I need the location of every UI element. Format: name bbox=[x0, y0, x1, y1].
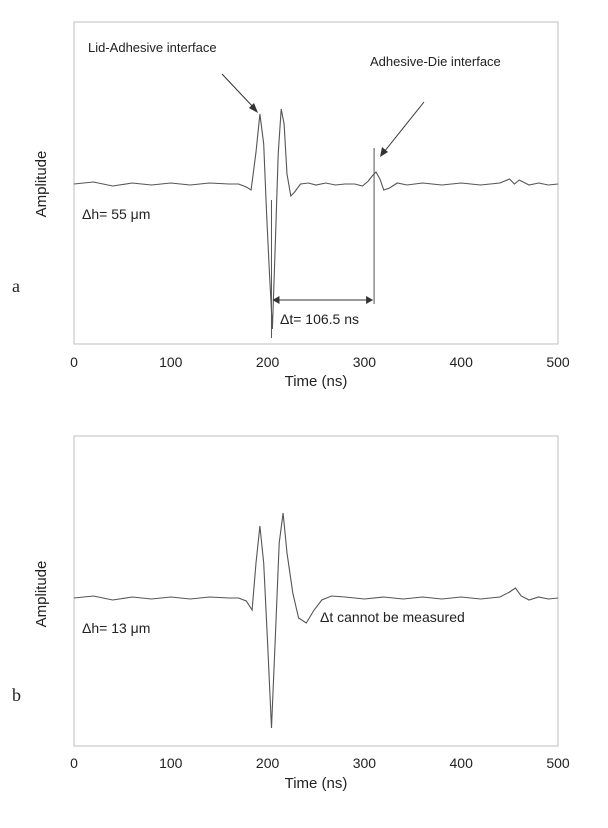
x-tick-label-a: 100 bbox=[159, 354, 183, 370]
x-tick-label-a: 200 bbox=[256, 354, 280, 370]
arrowhead-lid-adhesive bbox=[249, 103, 258, 113]
waveform-line-a bbox=[73, 108, 559, 330]
panel-label-a: a bbox=[12, 276, 20, 296]
interval-arrowhead-right bbox=[366, 296, 374, 304]
arrow-adhesive-die bbox=[383, 101, 425, 153]
x-tick-label-b: 300 bbox=[353, 755, 377, 771]
interval-arrowhead-left bbox=[272, 296, 280, 304]
x-tick-label-a: 500 bbox=[546, 354, 570, 370]
arrowhead-adhesive-die bbox=[380, 147, 388, 157]
plot-frame-a bbox=[73, 21, 559, 345]
panel-b: Amplitude Time (ns) b 0 100 200 300 400 … bbox=[12, 435, 570, 792]
x-ticks-a: 0 100 200 300 400 500 bbox=[70, 354, 570, 370]
annotation-delta-h-b: Δh= 13 μm bbox=[82, 620, 150, 636]
x-tick-label-b: 500 bbox=[546, 755, 570, 771]
x-tick-label-a: 0 bbox=[70, 354, 78, 370]
x-tick-label-a: 400 bbox=[450, 354, 474, 370]
x-tick-label-b: 0 bbox=[70, 755, 78, 771]
y-axis-label-a: Amplitude bbox=[33, 151, 50, 218]
x-tick-label-b: 100 bbox=[159, 755, 183, 771]
x-tick-label-b: 400 bbox=[450, 755, 474, 771]
x-tick-label-a: 300 bbox=[353, 354, 377, 370]
annotation-delta-t-a: Δt= 106.5 ns bbox=[280, 311, 359, 327]
arrow-lid-adhesive bbox=[221, 73, 256, 110]
x-tick-label-b: 200 bbox=[256, 755, 280, 771]
x-axis-label-a: Time (ns) bbox=[285, 373, 348, 390]
annotation-adhesive-die: Adhesive-Die interface bbox=[370, 54, 501, 69]
annotation-delta-h-a: Δh= 55 μm bbox=[82, 206, 150, 222]
panel-a: Amplitude Time (ns) a 0 100 200 300 400 … bbox=[12, 21, 570, 390]
waveform-line-b bbox=[73, 512, 559, 729]
x-axis-label-b: Time (ns) bbox=[285, 775, 348, 792]
annotation-delta-t-b: Δt cannot be measured bbox=[320, 609, 465, 625]
plot-frame-b bbox=[73, 435, 559, 747]
panel-label-b: b bbox=[12, 685, 21, 705]
annotation-lid-adhesive: Lid-Adhesive interface bbox=[88, 40, 217, 55]
x-ticks-b: 0 100 200 300 400 500 bbox=[70, 755, 570, 771]
y-axis-label-b: Amplitude bbox=[33, 561, 50, 628]
